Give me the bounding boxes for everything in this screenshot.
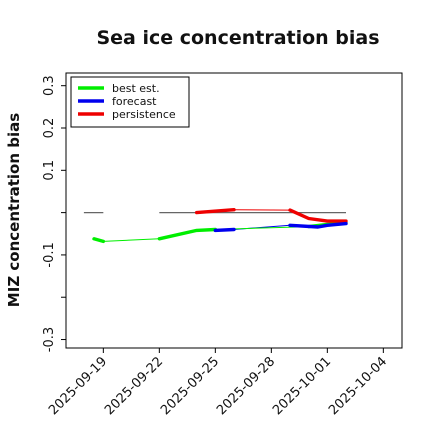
legend-label: forecast bbox=[112, 95, 157, 108]
chart-title: Sea ice concentration bias bbox=[96, 27, 379, 49]
y-tick-label: 0.1 bbox=[42, 160, 57, 181]
y-tick-label: -0.1 bbox=[42, 242, 57, 267]
series-line-persistence bbox=[288, 208, 348, 223]
series-line-best-est bbox=[92, 237, 106, 244]
x-tick-label: 2025-09-19 bbox=[46, 354, 110, 418]
y-tick-label: 0.3 bbox=[42, 75, 57, 96]
y-tick-label: 0.2 bbox=[42, 118, 57, 139]
series-line-forecast bbox=[288, 221, 348, 229]
x-tick-label: 2025-09-22 bbox=[102, 354, 166, 418]
plot-area: 0.30.20.1-0.1-0.32025-09-192025-09-22202… bbox=[42, 72, 403, 418]
x-tick-label: 2025-09-28 bbox=[214, 354, 278, 418]
y-tick-label: -0.3 bbox=[42, 327, 57, 352]
legend-label: persistence bbox=[112, 108, 176, 121]
thin-series-segment bbox=[103, 238, 160, 242]
x-tick-label: 2025-10-01 bbox=[270, 354, 334, 418]
series-line-persistence bbox=[194, 207, 236, 215]
legend-label: best est. bbox=[112, 82, 160, 95]
x-tick-label: 2025-09-25 bbox=[158, 354, 222, 418]
y-axis-label: MIZ concentration bias bbox=[5, 113, 23, 307]
series-line-forecast bbox=[213, 227, 236, 233]
plot-frame bbox=[65, 72, 403, 349]
x-tick-label: 2025-10-04 bbox=[326, 354, 390, 418]
series-line-best-est bbox=[157, 227, 218, 241]
